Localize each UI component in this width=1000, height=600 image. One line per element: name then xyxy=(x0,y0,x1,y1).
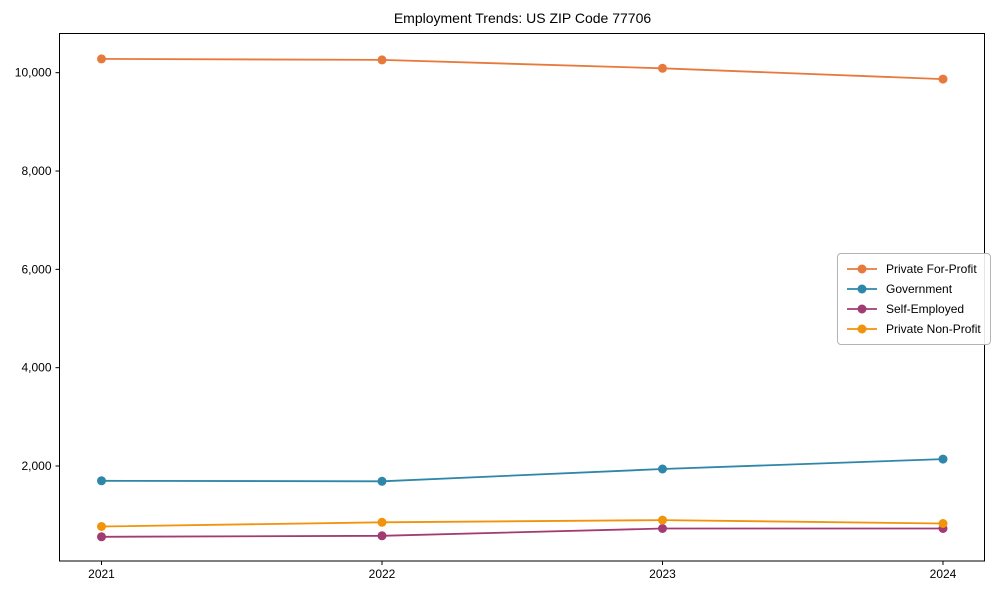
series-line-private-non-profit xyxy=(101,519,944,528)
x-tick-label: 2024 xyxy=(930,567,957,581)
y-tick-label: 10,000 xyxy=(15,66,52,80)
legend-circle-marker-icon xyxy=(857,284,867,294)
data-point xyxy=(658,464,667,474)
series-line-government xyxy=(101,458,944,483)
x-tick-label: 2021 xyxy=(88,567,115,581)
y-tick-label: 2,000 xyxy=(21,459,51,473)
series-line-self-employed xyxy=(101,527,943,538)
y-tick-label: 6,000 xyxy=(21,262,51,276)
data-point xyxy=(938,454,948,464)
legend-item-label: Private For-Profit xyxy=(886,262,977,276)
legend: Private For-Profit Government Self-Employe… xyxy=(837,253,991,345)
legend-circle-marker-icon xyxy=(857,264,867,274)
data-point xyxy=(97,522,106,531)
data-point xyxy=(97,532,106,542)
x-tick-label: 2023 xyxy=(649,567,676,581)
y-tick-label: 4,000 xyxy=(21,361,51,375)
legend-item-label: Private Non-Profit xyxy=(886,322,981,336)
legend-line-marker-icon xyxy=(847,264,877,274)
legend-item-government: Government xyxy=(846,279,981,299)
legend-circle-marker-icon xyxy=(857,324,867,334)
data-point xyxy=(658,63,667,73)
y-tick-label: 8,000 xyxy=(21,164,51,178)
legend-line-marker-icon xyxy=(847,324,877,334)
legend-line-marker-icon xyxy=(847,304,877,314)
data-point xyxy=(97,54,106,64)
chart-title: Employment Trends: US ZIP Code 77706 xyxy=(393,10,652,26)
legend-item-private-non-profit: Private Non-Profit xyxy=(846,319,981,339)
legend-item-private-for-profit: Private For-Profit xyxy=(846,259,981,279)
legend-item-label: Government xyxy=(886,282,953,296)
legend-item-self-employed: Self-Employed xyxy=(846,299,981,319)
data-point xyxy=(97,476,106,486)
data-point xyxy=(658,515,667,525)
data-point xyxy=(377,517,387,527)
x-tick-label: 2022 xyxy=(369,567,396,581)
data-point xyxy=(658,524,667,533)
legend-circle-marker-icon xyxy=(857,304,867,314)
series-line-private-for-profit xyxy=(101,58,944,80)
data-point xyxy=(377,55,387,65)
legend-line-marker-icon xyxy=(847,284,877,294)
data-point xyxy=(377,476,387,486)
data-point xyxy=(938,519,948,528)
legend-item-label: Self-Employed xyxy=(886,302,965,316)
data-point xyxy=(938,74,948,84)
data-point xyxy=(377,531,387,541)
